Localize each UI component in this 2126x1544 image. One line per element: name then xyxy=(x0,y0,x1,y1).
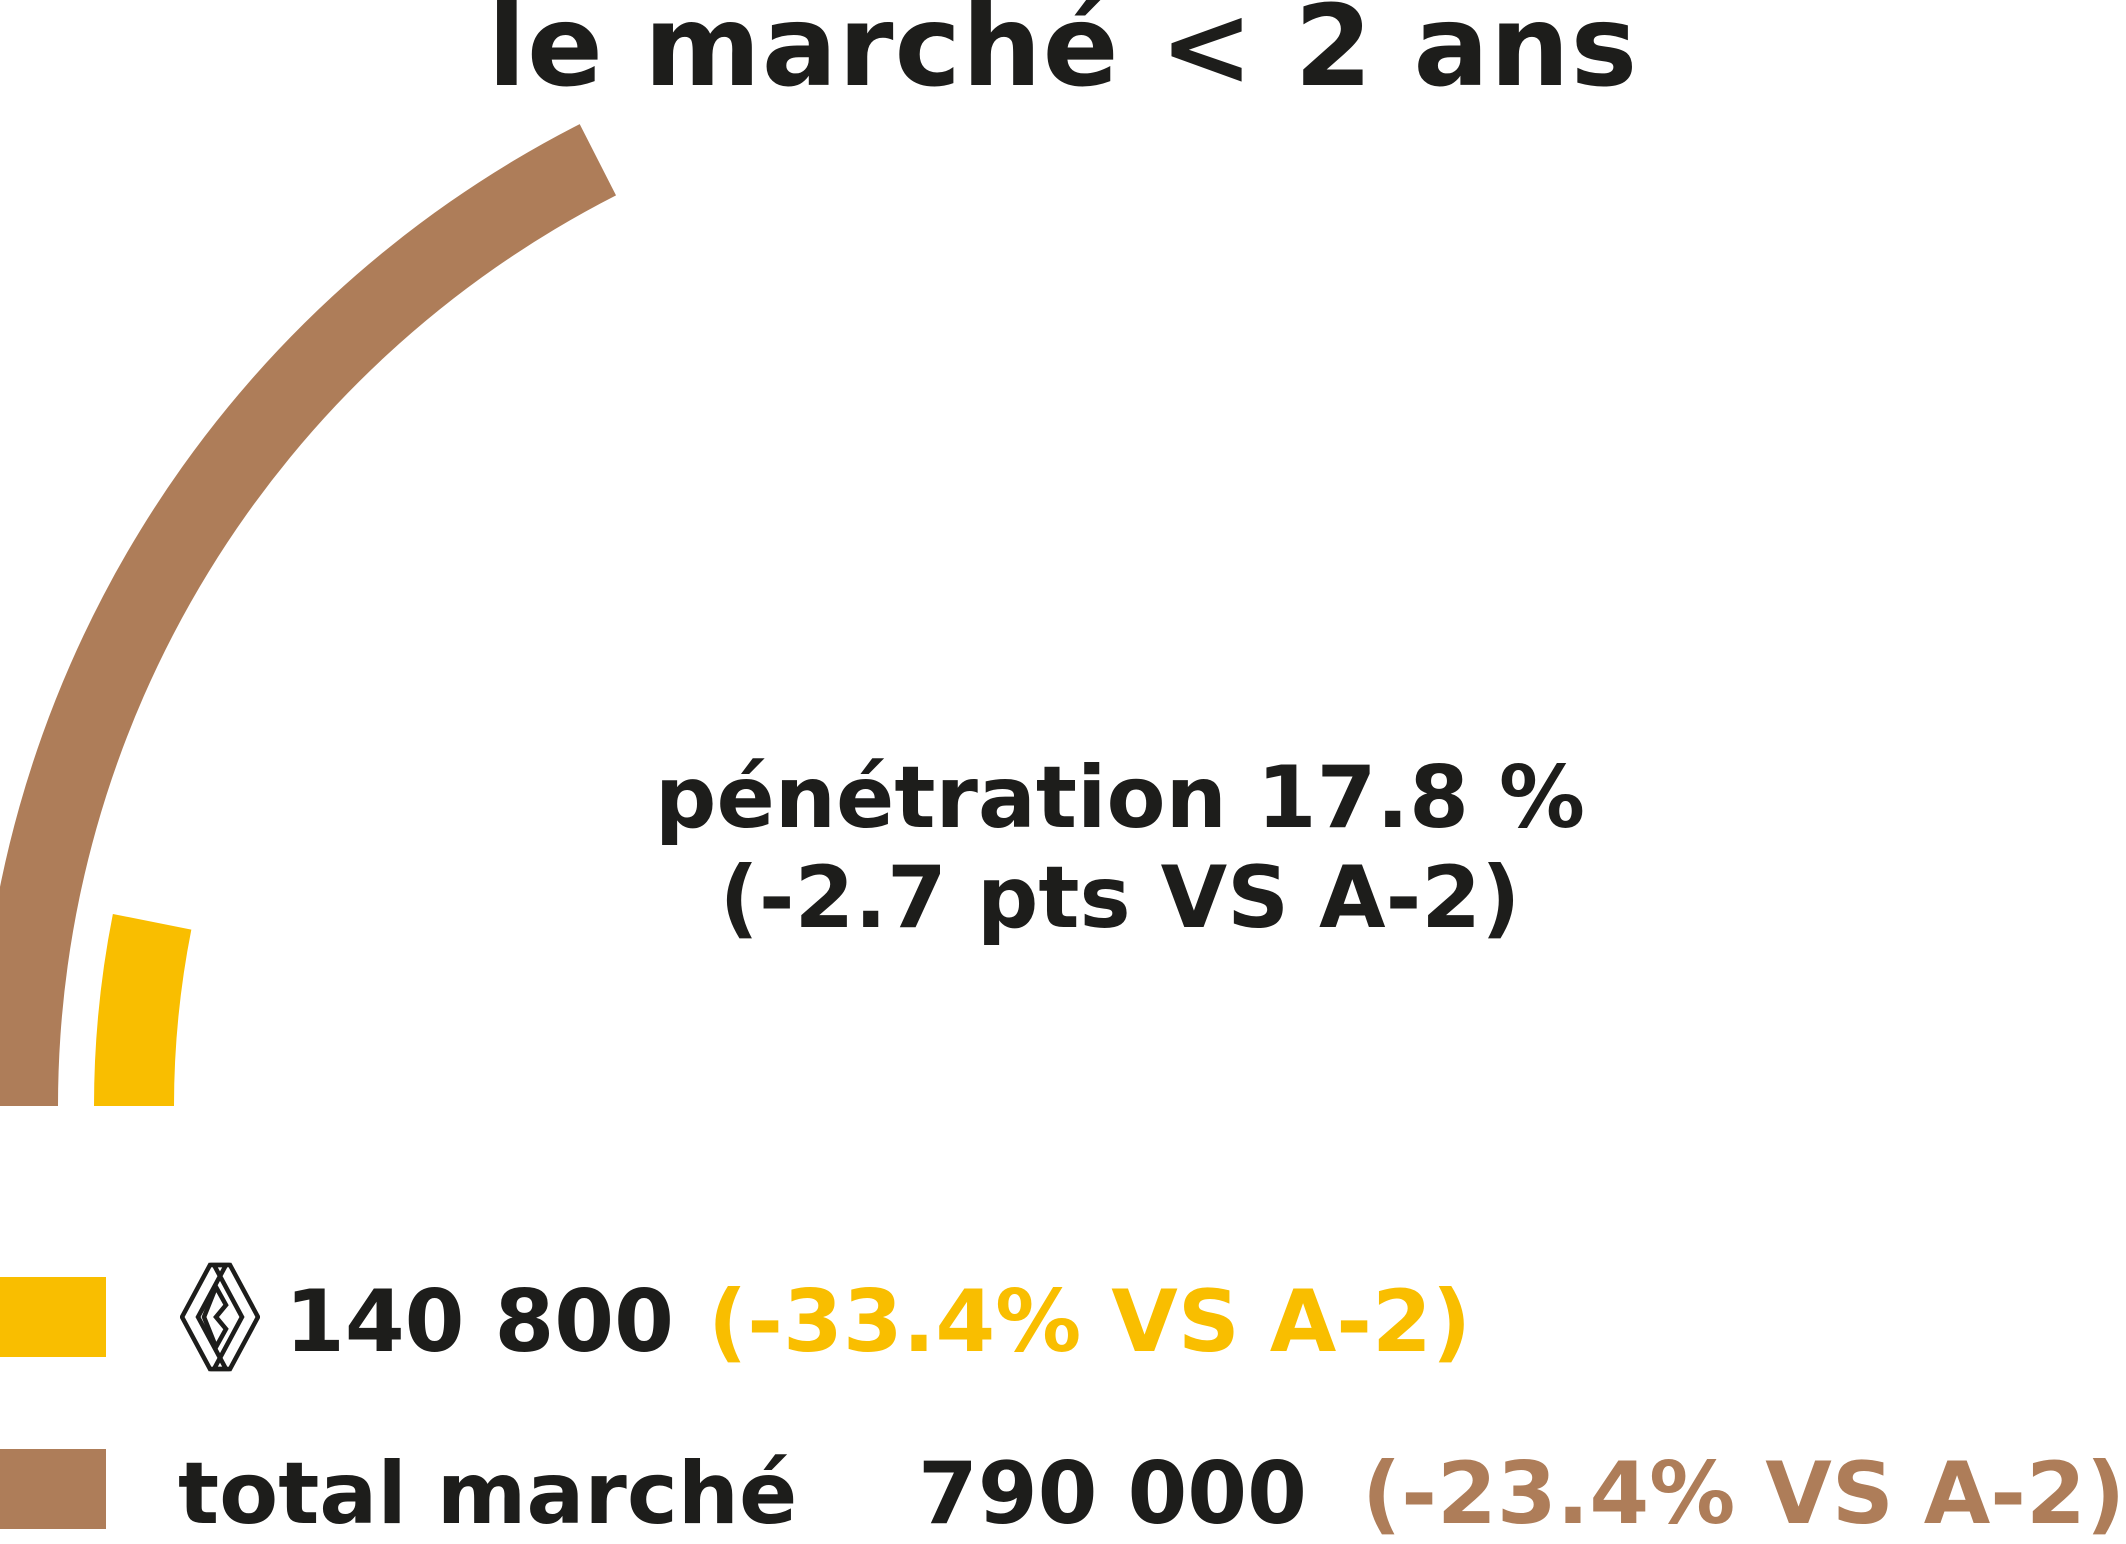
renault-arc xyxy=(94,914,192,1106)
penetration-change: (-2.7 pts VS A-2) xyxy=(719,848,1521,948)
total-market-label: total marché xyxy=(178,1444,798,1544)
legend-swatch-total xyxy=(0,1449,106,1529)
total-market-change: (-23.4% VS A-2) xyxy=(1362,1444,2126,1544)
total-market-volume: 790 000 xyxy=(918,1444,1307,1544)
chart-title: le marché < 2 ans xyxy=(487,0,1639,112)
penetration-value: pénétration 17.8 % xyxy=(654,748,1586,848)
penetration-label: pénétration 17.8 % (-2.7 pts VS A-2) xyxy=(560,748,1680,948)
renault-logo-icon xyxy=(180,1262,260,1372)
total-market-arc xyxy=(0,124,617,1106)
renault-volume: 140 800 xyxy=(285,1272,674,1372)
renault-change: (-33.4% VS A-2) xyxy=(708,1272,1472,1372)
legend-swatch-renault xyxy=(0,1277,106,1357)
